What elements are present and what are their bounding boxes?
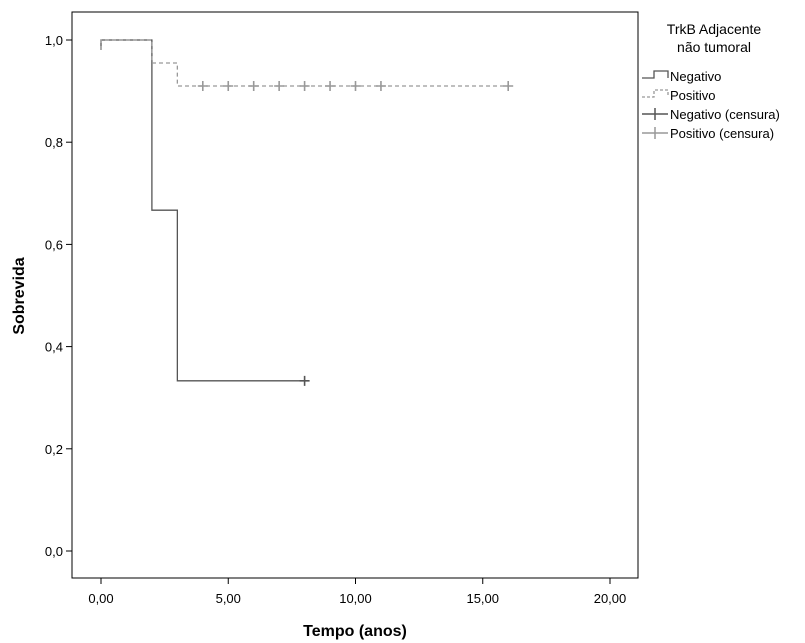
censor-mark [197,80,208,91]
x-tick-label: 15,00 [466,591,499,606]
legend-entries: Negativo Positivo Negativo (censura) Positi… [642,69,780,141]
x-tick-label: 5,00 [216,591,241,606]
plot-frame [71,11,639,579]
x-tick-label: 20,00 [594,591,627,606]
censor-mark [299,375,310,386]
y-axis-title: Sobrevida [11,257,28,334]
y-tick-label: 1,0 [45,33,63,48]
censor-mark [223,80,234,91]
legend-title-line-2: não tumoral [677,39,751,55]
legend-entry: Negativo (censura) [642,107,780,122]
censor-mark [503,80,514,91]
y-tick-label: 0,4 [45,340,63,355]
censor-mark [375,80,386,91]
series-negativo [100,39,310,386]
censor-mark [248,80,259,91]
y-tick-label: 0,8 [45,135,63,150]
x-axis-title: Tempo (anos) [303,623,407,640]
legend-label: Negativo [670,69,721,84]
survival-curve [100,39,509,87]
censor-mark [325,80,336,91]
series-layer [100,39,514,386]
legend-label: Positivo [670,88,716,103]
censor-mark [299,80,310,91]
y-tick-label: 0,0 [45,544,63,559]
legend-label: Negativo (censura) [670,107,780,122]
legend: TrkB Adjacente não tumoral Negativo Posit… [642,21,780,141]
y-tick-label: 0,2 [45,442,63,457]
censor-mark [350,80,361,91]
legend-swatch [642,108,668,120]
legend-swatch [642,127,668,139]
legend-entry: Positivo [642,88,716,103]
legend-label: Positivo (censura) [670,126,774,141]
x-tick-label: 10,00 [339,591,372,606]
x-tick-label: 0,00 [88,591,113,606]
y-axis: 0,0 0,2 0,4 0,6 0,8 1,0 [45,33,72,559]
legend-entry: Negativo [642,69,721,84]
legend-swatch [642,70,669,79]
x-axis: 0,00 5,00 10,00 15,00 20,00 [88,578,626,606]
legend-swatch [642,89,669,98]
legend-entry: Positivo (censura) [642,126,774,141]
y-tick-label: 0,6 [45,237,63,252]
legend-title-line-1: TrkB Adjacente [667,21,762,37]
censor-mark [274,80,285,91]
survival-curve [100,39,305,382]
series-positivo [100,39,514,91]
